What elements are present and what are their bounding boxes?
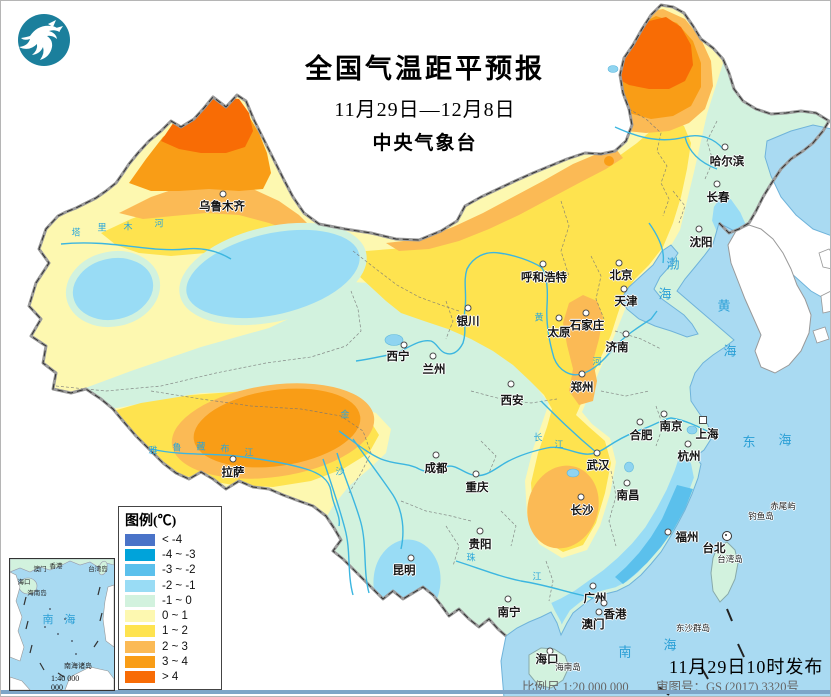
south-china-sea-inset: 澳门 香港 台湾岛海口海南岛南海 南海诸岛 1:40 000 000 (9, 558, 115, 691)
inset-islands-label: 南海诸岛 (64, 663, 92, 670)
legend-swatch (125, 594, 155, 607)
cma-logo (14, 10, 74, 70)
legend-label: 1 ~ 2 (162, 625, 188, 638)
legend-row: < -4 (125, 532, 221, 547)
legend-row: -2 ~ -1 (125, 578, 221, 593)
legend-box: 图例(℃) < -4 -4 ~ -3 -3 ~ -2 -2 ~ -1 -1 ~ 0 0 ~… (118, 506, 222, 690)
legend-row: > 4 (125, 670, 221, 685)
inset-label-台湾岛: 台湾岛 (88, 566, 108, 573)
japan-islands (812, 248, 830, 344)
inset-label-海南岛: 海南岛 (27, 590, 47, 597)
legend-rows: < -4 -4 ~ -3 -3 ~ -2 -2 ~ -1 -1 ~ 0 0 ~ 1 1 ~ … (125, 532, 221, 685)
legend-row: -3 ~ -2 (125, 563, 221, 578)
legend-label: -4 ~ -3 (162, 548, 196, 561)
inset-malay (10, 676, 31, 690)
legend-swatch (125, 533, 155, 546)
legend-label: < -4 (162, 533, 183, 546)
region-hexi-m2-m1 (179, 222, 367, 326)
forecast-date-range: 11月29日—12月8日 (334, 99, 516, 121)
region-ne-gt4 (613, 17, 693, 89)
inset-dash-line (23, 586, 103, 678)
region-yunnan-m2-m1 (366, 532, 448, 630)
legend-swatch (125, 610, 155, 623)
issuer-name: 中央气象台 (372, 133, 478, 154)
legend-title: 图例(℃) (125, 514, 177, 529)
inset-label-海口: 海口 (17, 579, 31, 586)
region-im-border-2-3 (386, 149, 623, 251)
legend-label: -1 ~ 0 (162, 594, 192, 607)
legend-label: 2 ~ 3 (162, 640, 188, 653)
national-border (27, 3, 830, 638)
issue-time-label: 11月29日10时发布 (669, 657, 824, 677)
legend-row: 1 ~ 2 (125, 624, 221, 639)
inset-sea-char: 南 (42, 614, 54, 626)
region-tibet-3-4 (193, 388, 361, 468)
region-shijiazhuang-2-3 (563, 295, 603, 405)
inset-scale-label: 1:40 000 000 (51, 674, 80, 691)
legend-swatch (125, 671, 155, 684)
logo-wing (48, 20, 63, 32)
region-tarim-m2-m1 (65, 251, 161, 327)
map-frame-bottom (1, 690, 830, 694)
legend-label: 0 ~ 1 (162, 610, 188, 623)
title-block: 全国气温距平预报 11月29日—12月8日 中央气象台 (225, 47, 625, 155)
legend-row: -4 ~ -3 (125, 547, 221, 562)
sea-main (500, 222, 830, 696)
inset-sea-char: 海 (64, 614, 76, 626)
province-borders (55, 108, 718, 602)
lakes (384, 65, 698, 478)
inset-label-香港: 香港 (49, 563, 63, 570)
korea-peninsula (727, 224, 812, 374)
sea-of-japan (764, 124, 830, 236)
inset-philippines (102, 584, 114, 648)
legend-row: 3 ~ 4 (125, 654, 221, 669)
legend-swatch (125, 579, 155, 592)
sea-bohai (620, 244, 699, 338)
legend-label: > 4 (162, 671, 179, 684)
legend-swatch (125, 548, 155, 561)
legend-label: -3 ~ -2 (162, 564, 196, 577)
inset-indochina (10, 571, 25, 662)
chiwei-island-dot (771, 504, 775, 508)
region-im-spot-3-4 (604, 156, 614, 166)
inset-taiwan (98, 560, 108, 576)
inset-mainland (10, 559, 114, 573)
legend-swatch (125, 640, 155, 653)
page-title: 全国气温距平预报 (305, 54, 545, 84)
region-northchina-1-2 (346, 119, 691, 552)
region-xinjiang-2-3 (119, 181, 313, 233)
legend-swatch (125, 656, 155, 669)
region-fujian-m3-m2 (615, 485, 693, 584)
legend-label: -2 ~ -1 (162, 579, 196, 592)
taiwan-island (710, 541, 739, 603)
inset-map (10, 559, 114, 690)
legend-row: 2 ~ 3 (125, 639, 221, 654)
legend-row: 0 ~ 1 (125, 608, 221, 623)
legend-label: 3 ~ 4 (162, 656, 188, 669)
region-xinjiang-gt4 (161, 97, 253, 153)
legend-swatch (125, 625, 155, 638)
dongsha-island-dot (677, 626, 681, 630)
legend-swatch (125, 564, 155, 577)
logo-dragon-swirl (19, 25, 60, 60)
inset-island-dots (44, 608, 77, 655)
inset-borneo (64, 666, 114, 690)
diaoyu-island-dot (751, 514, 755, 518)
inset-label-澳门: 澳门 (33, 566, 47, 573)
legend-row: -1 ~ 0 (125, 593, 221, 608)
region-changsha-2-3 (527, 465, 599, 549)
